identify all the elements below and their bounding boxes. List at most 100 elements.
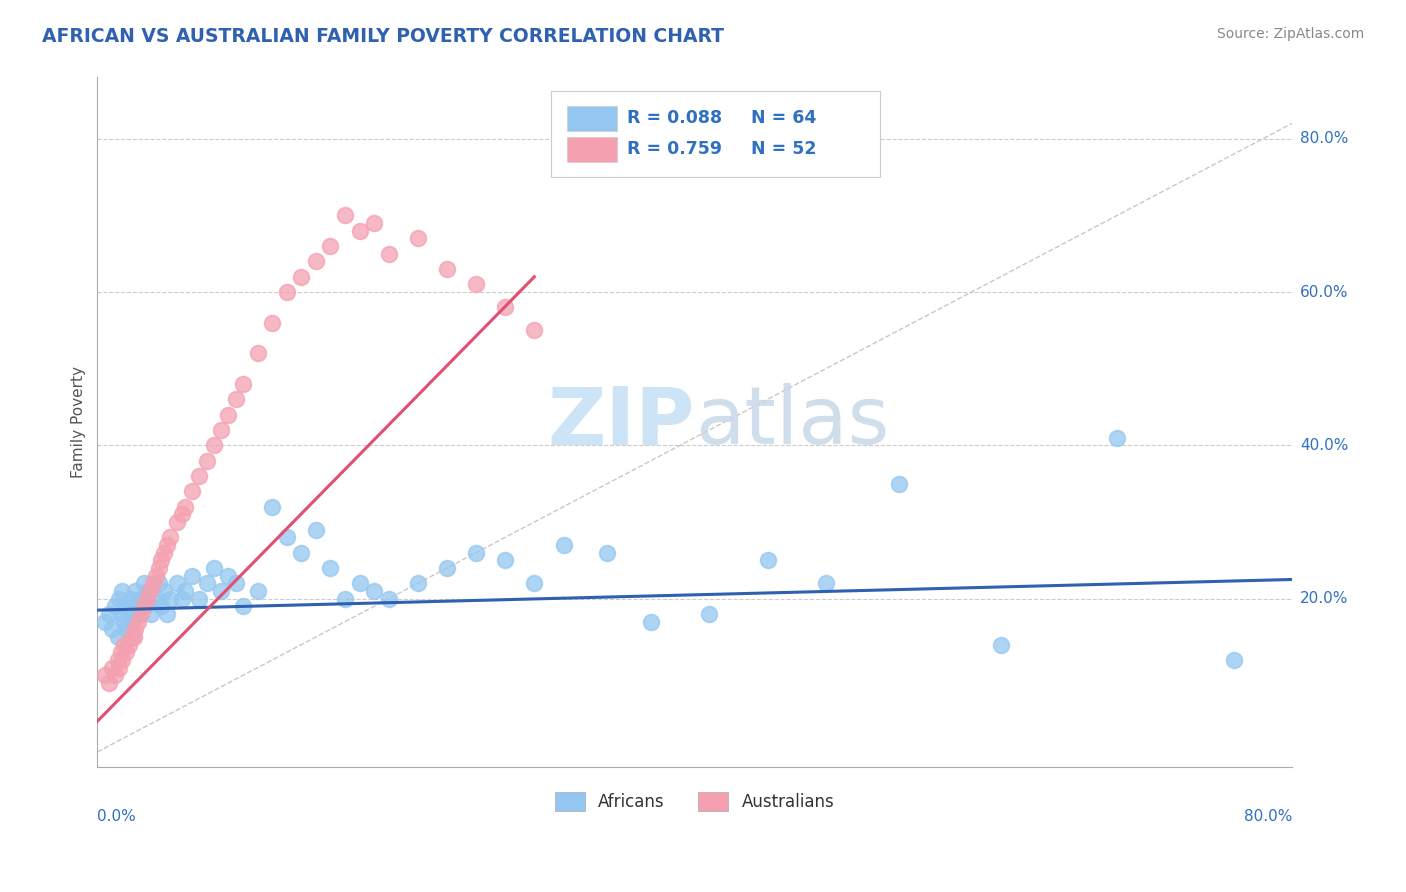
- Point: [225, 392, 247, 407]
- Point: [1222, 653, 1244, 667]
- Point: [104, 599, 127, 614]
- Point: [1107, 431, 1129, 445]
- Point: [166, 576, 188, 591]
- Text: atlas: atlas: [695, 384, 889, 461]
- Point: [276, 530, 298, 544]
- Point: [112, 615, 135, 629]
- Point: [170, 591, 193, 606]
- Text: 0.0%: 0.0%: [97, 809, 136, 823]
- FancyBboxPatch shape: [567, 136, 617, 161]
- Text: 60.0%: 60.0%: [1301, 285, 1348, 300]
- Point: [132, 576, 155, 591]
- Text: ZIP: ZIP: [547, 384, 695, 461]
- Point: [246, 346, 269, 360]
- Text: 40.0%: 40.0%: [1301, 438, 1348, 453]
- Point: [114, 599, 136, 614]
- Point: [127, 607, 149, 621]
- Point: [142, 576, 165, 591]
- Point: [101, 622, 124, 636]
- Point: [145, 568, 167, 582]
- Point: [262, 316, 284, 330]
- Point: [98, 607, 121, 621]
- Point: [121, 615, 143, 629]
- Point: [319, 239, 342, 253]
- Text: 80.0%: 80.0%: [1244, 809, 1292, 823]
- Point: [195, 576, 218, 591]
- Point: [132, 599, 155, 614]
- Point: [553, 538, 575, 552]
- Point: [173, 500, 195, 514]
- Point: [232, 377, 254, 392]
- Point: [107, 653, 129, 667]
- Point: [188, 469, 211, 483]
- Point: [115, 645, 138, 659]
- Point: [148, 576, 170, 591]
- Point: [104, 668, 127, 682]
- Point: [120, 591, 142, 606]
- Point: [129, 591, 152, 606]
- Point: [93, 668, 115, 682]
- Point: [290, 546, 312, 560]
- Point: [122, 599, 145, 614]
- Point: [124, 622, 146, 636]
- Point: [406, 576, 429, 591]
- Point: [156, 538, 179, 552]
- Point: [246, 584, 269, 599]
- Point: [887, 476, 910, 491]
- Point: [139, 584, 162, 599]
- Point: [108, 591, 131, 606]
- Point: [138, 584, 160, 599]
- Point: [159, 530, 181, 544]
- Point: [814, 576, 837, 591]
- Point: [101, 660, 124, 674]
- Point: [756, 553, 779, 567]
- Point: [494, 301, 516, 315]
- Legend: Africans, Australians: Africans, Australians: [548, 785, 841, 818]
- Point: [640, 615, 662, 629]
- Point: [596, 546, 619, 560]
- Point: [225, 576, 247, 591]
- Point: [188, 591, 211, 606]
- Text: Source: ZipAtlas.com: Source: ZipAtlas.com: [1216, 27, 1364, 41]
- Point: [377, 591, 399, 606]
- Point: [262, 500, 284, 514]
- Point: [363, 584, 385, 599]
- Point: [305, 523, 328, 537]
- Point: [523, 576, 546, 591]
- Text: R = 0.759: R = 0.759: [627, 140, 721, 158]
- Text: N = 64: N = 64: [751, 109, 817, 128]
- Point: [121, 630, 143, 644]
- Y-axis label: Family Poverty: Family Poverty: [72, 367, 86, 478]
- Point: [305, 254, 328, 268]
- Point: [111, 584, 134, 599]
- Point: [202, 438, 225, 452]
- Text: 80.0%: 80.0%: [1301, 131, 1348, 146]
- Point: [209, 584, 232, 599]
- Point: [523, 323, 546, 337]
- Point: [122, 630, 145, 644]
- Point: [141, 607, 163, 621]
- Point: [181, 568, 204, 582]
- Point: [195, 453, 218, 467]
- Point: [153, 546, 176, 560]
- Point: [406, 231, 429, 245]
- Point: [118, 607, 141, 621]
- FancyBboxPatch shape: [551, 91, 880, 178]
- Point: [349, 224, 371, 238]
- Point: [465, 277, 488, 292]
- Point: [170, 508, 193, 522]
- Point: [181, 484, 204, 499]
- Point: [135, 591, 157, 606]
- Point: [349, 576, 371, 591]
- Point: [209, 423, 232, 437]
- Point: [156, 607, 179, 621]
- Text: AFRICAN VS AUSTRALIAN FAMILY POVERTY CORRELATION CHART: AFRICAN VS AUSTRALIAN FAMILY POVERTY COR…: [42, 27, 724, 45]
- Point: [134, 599, 156, 614]
- Point: [150, 599, 173, 614]
- Text: 20.0%: 20.0%: [1301, 591, 1348, 607]
- Point: [93, 615, 115, 629]
- Point: [145, 591, 167, 606]
- Point: [377, 246, 399, 260]
- Point: [112, 638, 135, 652]
- Point: [108, 660, 131, 674]
